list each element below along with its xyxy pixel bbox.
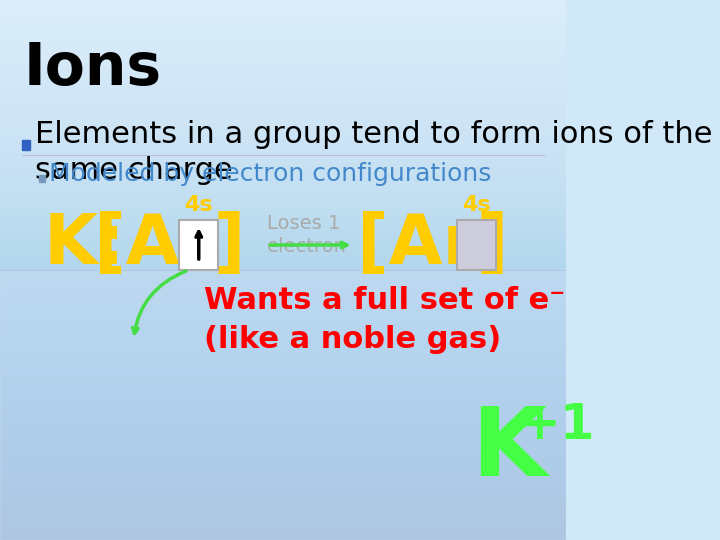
Text: 4s: 4s [184, 195, 213, 215]
Bar [22, 140, 30, 150]
Bar [457, 220, 497, 270]
Text: Ions: Ions [24, 40, 162, 97]
Text: K:: K: [43, 212, 125, 279]
Text: Elements in a group tend to form ions of the
same charge: Elements in a group tend to form ions of… [35, 120, 713, 185]
Text: +1: +1 [518, 401, 595, 449]
Bar [40, 175, 45, 182]
Text: [Ar]: [Ar] [94, 212, 246, 279]
Text: Loses 1
electron: Loses 1 electron [267, 214, 347, 256]
Text: Wants a full set of e⁻
(like a noble gas): Wants a full set of e⁻ (like a noble gas… [204, 286, 565, 354]
Text: K: K [472, 403, 546, 496]
Text: Modeled by electron configurations: Modeled by electron configurations [50, 162, 492, 186]
Bar [179, 220, 218, 270]
Bar [0, 270, 566, 540]
Text: 4s: 4s [462, 195, 491, 215]
Text: [Ar]: [Ar] [357, 212, 509, 279]
